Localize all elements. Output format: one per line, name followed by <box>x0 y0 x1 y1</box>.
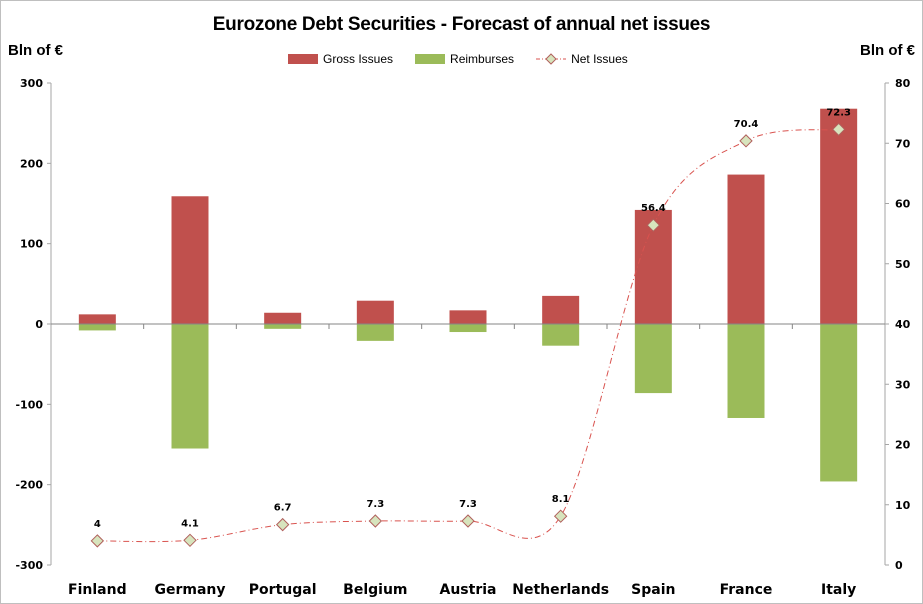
net-issues-marker-italy <box>831 122 846 137</box>
net-issues-marker-spain <box>646 218 661 232</box>
net-issues-label-belgium: 7.3 <box>366 499 384 510</box>
bar-reimburses-netherlands <box>542 324 580 346</box>
bar-gross-belgium <box>356 300 394 324</box>
bar-reimburses-austria <box>449 324 487 333</box>
legend-item-gross: Gross Issues <box>288 52 393 66</box>
right-axis-tick-label: 60 <box>895 198 911 211</box>
right-axis-label: Bln of € <box>860 42 915 59</box>
bar-reimburses-france <box>727 324 765 418</box>
right-axis-tick-label: 50 <box>895 258 911 271</box>
left-axis-tick-label: 300 <box>20 77 43 90</box>
right-axis-tick-label: 70 <box>895 137 911 150</box>
bar-gross-netherlands <box>542 295 580 324</box>
bar-gross-italy <box>820 108 858 324</box>
legend-label-net: Net Issues <box>571 52 628 66</box>
net-issues-marker-france <box>739 134 753 148</box>
x-axis-label-belgium: Belgium <box>343 582 407 598</box>
net-issues-label-netherlands: 8.1 <box>552 494 570 505</box>
bar-gross-france <box>727 174 765 324</box>
bar-gross-finland <box>78 314 116 324</box>
net-issues-label-germany: 4.1 <box>181 518 199 529</box>
left-axis-tick-label: -300 <box>15 559 43 572</box>
net-issues-marker-portugal <box>275 517 290 532</box>
net-issues-label-france: 70.4 <box>734 119 759 130</box>
net-issues-marker-germany <box>183 533 197 548</box>
legend: Gross Issues Reimburses Net Issues <box>288 52 650 66</box>
x-axis-label-austria: Austria <box>440 582 497 598</box>
bar-reimburses-germany <box>171 324 209 449</box>
x-axis-label-germany: Germany <box>154 582 225 598</box>
bar-reimburses-finland <box>78 324 116 331</box>
net-issues-line <box>97 128 839 543</box>
bar-reimburses-portugal <box>264 324 302 329</box>
x-axis-label-finland: Finland <box>68 582 127 598</box>
chart-title: Eurozone Debt Securities - Forecast of a… <box>212 14 711 35</box>
legend-item-reimburses: Reimburses <box>415 52 514 66</box>
net-issues-marker-austria <box>461 514 475 528</box>
bar-gross-portugal <box>264 312 302 324</box>
x-axis-label-france: France <box>720 582 773 598</box>
legend-item-net: Net Issues <box>536 52 628 66</box>
x-axis-label-italy: Italy <box>821 582 856 598</box>
left-axis-tick-label: -200 <box>15 479 43 492</box>
net-issues-marker-netherlands <box>553 509 568 523</box>
legend-swatch-reimburses <box>415 54 446 64</box>
bar-gross-austria <box>449 310 487 324</box>
right-axis-tick-label: 0 <box>895 559 903 572</box>
bar-reimburses-belgium <box>356 324 394 341</box>
net-issues-label-spain: 56.4 <box>641 203 666 214</box>
left-axis-label: Bln of € <box>8 42 63 59</box>
right-axis-tick-label: 30 <box>895 378 911 391</box>
left-axis-tick-label: 200 <box>20 157 43 170</box>
net-issues-label-austria: 7.3 <box>459 499 477 510</box>
legend-swatch-net <box>536 53 567 65</box>
net-issues-label-portugal: 6.7 <box>274 503 292 514</box>
bar-reimburses-spain <box>634 324 672 394</box>
net-issues-marker-finland <box>90 534 105 548</box>
legend-label-gross: Gross Issues <box>323 52 394 66</box>
x-axis-label-spain: Spain <box>631 582 675 598</box>
net-issues-label-finland: 4 <box>94 519 101 530</box>
left-axis-tick-label: 100 <box>20 238 43 251</box>
net-issues-marker-belgium <box>368 514 383 528</box>
x-axis-label-portugal: Portugal <box>249 582 317 598</box>
net-issues-label-italy: 72.3 <box>826 107 851 118</box>
left-axis-tick-label: -100 <box>15 398 43 411</box>
left-axis-tick-label: 0 <box>35 318 43 331</box>
legend-label-reimburses: Reimburses <box>450 52 515 66</box>
x-axis-label-netherlands: Netherlands <box>512 582 609 598</box>
right-axis-tick-label: 40 <box>895 318 911 331</box>
legend-swatch-gross <box>288 54 318 64</box>
bar-gross-germany <box>171 196 209 324</box>
right-axis-tick-label: 20 <box>895 439 911 452</box>
right-axis-tick-label: 10 <box>895 499 911 512</box>
bar-reimburses-italy <box>820 324 858 482</box>
right-axis-tick-label: 80 <box>895 77 911 90</box>
